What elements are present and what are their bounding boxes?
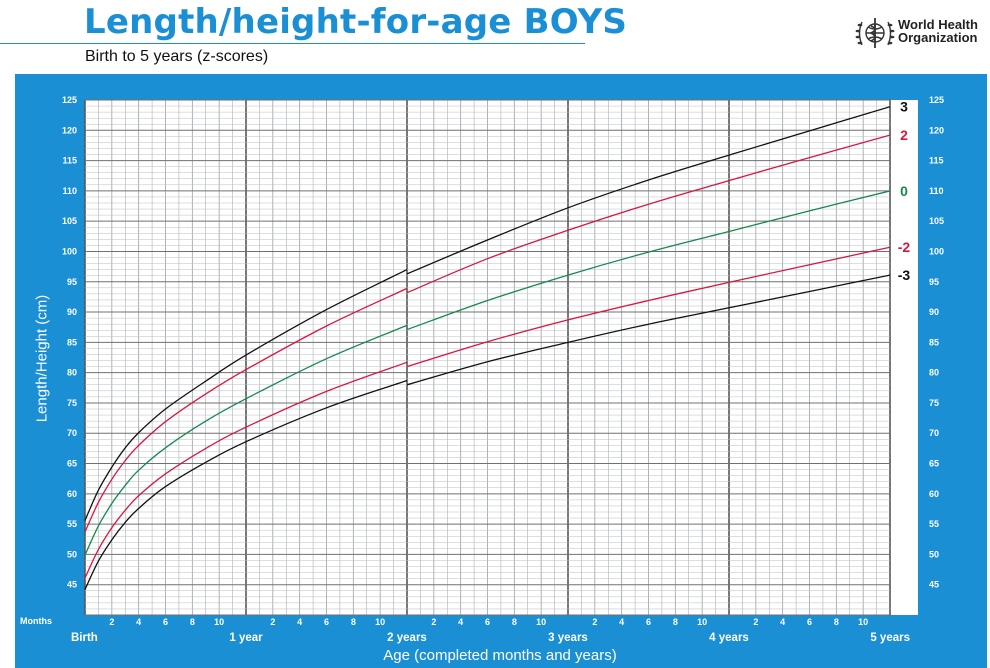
y-tick-label: 75 bbox=[67, 398, 77, 408]
x-minor-tick-label: 2 bbox=[431, 617, 436, 627]
x-minor-tick-label: 4 bbox=[780, 617, 785, 627]
x-minor-tick-label: 6 bbox=[807, 617, 812, 627]
y-tick-labels-left: 45 50 55 60 65 70 75 80 85 90 95 100 105 110 115 120 125 bbox=[62, 95, 77, 590]
y-tick-label: 115 bbox=[62, 156, 77, 166]
who-name-line1: World Health bbox=[898, 17, 978, 32]
y-tick-label: 80 bbox=[929, 368, 939, 378]
grid-lines bbox=[84, 99, 891, 616]
y-tick-label: 120 bbox=[62, 125, 77, 135]
x-minor-tick-label: 6 bbox=[485, 617, 490, 627]
x-minor-tick-label: 10 bbox=[858, 617, 868, 627]
x-minor-tick-label: 2 bbox=[753, 617, 758, 627]
x-axis-label: Age (completed months and years) bbox=[383, 647, 617, 664]
x-minor-tick-label: 4 bbox=[619, 617, 624, 627]
y-tick-label: 100 bbox=[929, 246, 944, 256]
y-tick-label: 50 bbox=[67, 549, 77, 559]
y-tick-label: 95 bbox=[67, 277, 77, 287]
x-minor-tick-label: 10 bbox=[536, 617, 546, 627]
page-subtitle: Birth to 5 years (z-scores) bbox=[85, 48, 269, 65]
zscore-labels: 3 2 0 -2 -3 bbox=[898, 99, 911, 283]
x-minor-tick-label: 4 bbox=[458, 617, 463, 627]
y-tick-labels-right: 45 50 55 60 65 70 75 80 85 90 95 100 105 110 115 120 125 bbox=[929, 95, 944, 590]
y-tick-label: 80 bbox=[67, 368, 77, 378]
x-minor-tick-label: 6 bbox=[324, 617, 329, 627]
series-line-z3-length bbox=[84, 269, 408, 521]
zscore-curves bbox=[84, 106, 891, 590]
y-tick-label: 65 bbox=[67, 459, 77, 469]
x-major-tick-label: 4 years bbox=[709, 632, 749, 644]
x-minor-tick-label: 2 bbox=[109, 617, 114, 627]
x-minor-tick-label: 10 bbox=[697, 617, 707, 627]
y-tick-label: 65 bbox=[929, 459, 939, 469]
series-line-z2-height bbox=[406, 134, 891, 294]
x-major-tick-label: 1 year bbox=[229, 632, 263, 644]
x-minor-tick-label: 8 bbox=[673, 617, 678, 627]
who-emblem-icon bbox=[855, 18, 895, 48]
y-tick-label: 60 bbox=[929, 489, 939, 499]
series-line-z-3-length bbox=[84, 379, 408, 590]
x-minor-tick-label: 4 bbox=[136, 617, 141, 627]
y-tick-label: 110 bbox=[929, 186, 944, 196]
y-tick-label: 115 bbox=[929, 156, 944, 166]
y-tick-label: 85 bbox=[67, 337, 77, 347]
y-tick-label: 60 bbox=[67, 489, 77, 499]
months-label: Months bbox=[20, 616, 52, 626]
x-minor-tick-label: 4 bbox=[297, 617, 302, 627]
y-tick-label: 125 bbox=[929, 95, 944, 105]
x-minor-tick-label: 10 bbox=[375, 617, 385, 627]
page-title: Length/height-for-age BOYS bbox=[84, 2, 628, 42]
series-line-z-2-height bbox=[406, 246, 891, 368]
x-minor-tick-label: 6 bbox=[646, 617, 651, 627]
series-line-z3-height bbox=[406, 106, 891, 275]
x-minor-tick-label: 6 bbox=[163, 617, 168, 627]
y-tick-label: 70 bbox=[67, 428, 77, 438]
x-major-tick-label: 3 years bbox=[548, 632, 588, 644]
y-tick-label: 45 bbox=[67, 580, 77, 590]
x-minor-tick-label: 8 bbox=[351, 617, 356, 627]
y-tick-label: 55 bbox=[929, 519, 939, 529]
zscore-label-column bbox=[890, 100, 918, 615]
y-tick-label: 100 bbox=[62, 246, 77, 256]
zscore-label: -3 bbox=[898, 267, 911, 283]
x-major-tick-label: 5 years bbox=[870, 632, 910, 644]
who-wordmark: World Health Organization bbox=[898, 18, 978, 44]
x-minor-tick-label: 2 bbox=[592, 617, 597, 627]
title-underline bbox=[0, 43, 585, 44]
zscore-label: 3 bbox=[900, 99, 908, 115]
y-tick-label: 105 bbox=[62, 216, 77, 226]
y-tick-label: 105 bbox=[929, 216, 944, 226]
y-tick-label: 70 bbox=[929, 428, 939, 438]
x-minor-tick-label: 10 bbox=[214, 617, 224, 627]
series-line-z-3-height bbox=[406, 274, 891, 386]
series-line-z2-length bbox=[84, 287, 408, 533]
y-tick-label: 90 bbox=[67, 307, 77, 317]
zscore-label: 2 bbox=[900, 127, 908, 143]
x-minor-tick-label: 8 bbox=[512, 617, 517, 627]
x-major-tick-label: 2 years bbox=[387, 632, 427, 644]
series-line-z-2-length bbox=[84, 361, 408, 579]
y-tick-label: 50 bbox=[929, 549, 939, 559]
y-tick-label: 75 bbox=[929, 398, 939, 408]
series-line-z0-length bbox=[84, 324, 408, 556]
x-minor-tick-label: 8 bbox=[190, 617, 195, 627]
x-minor-tick-label: 2 bbox=[270, 617, 275, 627]
x-minor-tick-label: 8 bbox=[834, 617, 839, 627]
y-axis-label: Length/Height (cm) bbox=[33, 294, 51, 423]
y-tick-label: 95 bbox=[929, 277, 939, 287]
who-name-line2: Organization bbox=[898, 30, 978, 45]
y-tick-label: 55 bbox=[67, 519, 77, 529]
x-tick-labels: Months 2 4 6 8 10 2 4 6 8 10 2 4 6 8 10 2 4 6 8 10 2 4 6 8 10 Birt… bbox=[20, 616, 910, 644]
zscore-label: 0 bbox=[900, 183, 908, 199]
y-tick-label: 90 bbox=[929, 307, 939, 317]
y-tick-label: 110 bbox=[62, 186, 77, 196]
y-tick-label: 120 bbox=[929, 125, 944, 135]
y-tick-label: 45 bbox=[929, 580, 939, 590]
y-tick-label: 85 bbox=[929, 337, 939, 347]
y-tick-label: 125 bbox=[62, 95, 77, 105]
x-major-tick-label: Birth bbox=[71, 632, 98, 644]
series-line-z0-height bbox=[406, 190, 891, 331]
zscore-label: -2 bbox=[898, 239, 911, 255]
